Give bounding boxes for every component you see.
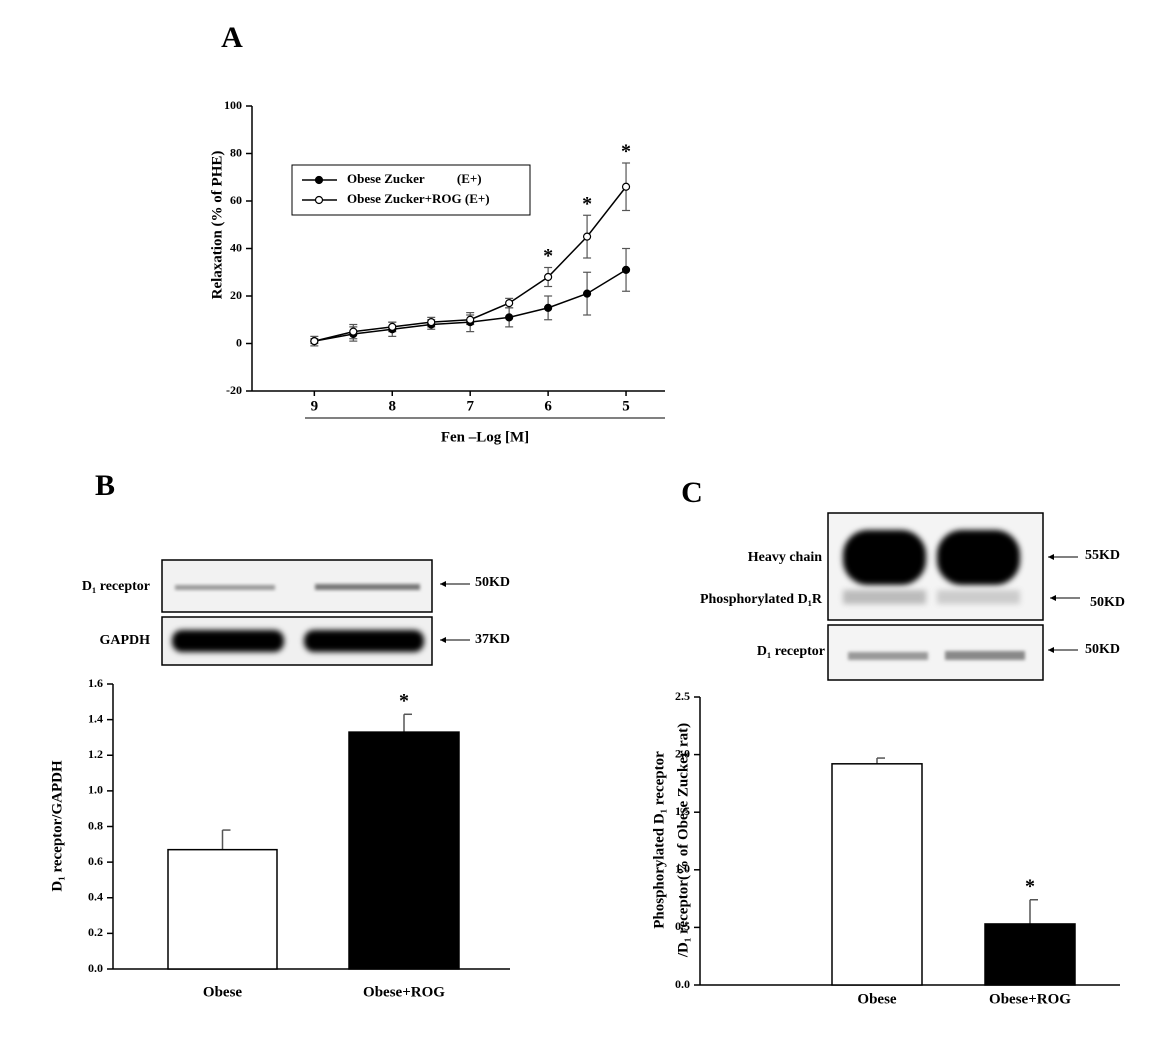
blot-size: 50KD bbox=[1090, 595, 1125, 610]
y-tick-label: 0.2 bbox=[88, 925, 103, 939]
significance: * bbox=[621, 141, 631, 163]
y-tick-label: 1.5 bbox=[675, 804, 690, 818]
x-tick-label: 7 bbox=[466, 398, 474, 414]
error-bar bbox=[876, 757, 885, 764]
bar bbox=[348, 731, 460, 970]
band bbox=[175, 585, 275, 590]
x-tick-label: Obese bbox=[857, 991, 897, 1007]
y-tick-label: 100 bbox=[224, 98, 242, 112]
point bbox=[388, 322, 397, 331]
x-tick-label: Obese+ROG bbox=[363, 984, 445, 1000]
x-tick-label: 5 bbox=[622, 398, 630, 414]
blot-label: GAPDH bbox=[99, 633, 150, 648]
y-tick-label: 2.5 bbox=[675, 689, 690, 703]
point bbox=[427, 318, 436, 327]
arrow-head bbox=[1050, 595, 1056, 601]
band bbox=[172, 630, 284, 652]
error-bar bbox=[221, 829, 231, 850]
y-tick-label: 20 bbox=[230, 288, 242, 302]
y-tick-label: 60 bbox=[230, 193, 242, 207]
blot-size: 50KD bbox=[475, 575, 510, 590]
point bbox=[582, 289, 592, 298]
arrow-head bbox=[1048, 554, 1054, 560]
blot-size: 37KD bbox=[475, 632, 510, 647]
y-tick-label: 0.4 bbox=[88, 890, 103, 904]
y-tick-label: 40 bbox=[230, 240, 242, 254]
band bbox=[843, 590, 926, 604]
y-axis-label: /D₁ receptor(% of Obese Zucker rat) bbox=[675, 723, 691, 958]
point bbox=[310, 337, 319, 346]
point bbox=[505, 313, 514, 322]
band bbox=[304, 630, 424, 652]
point bbox=[544, 272, 553, 282]
bar bbox=[167, 848, 278, 970]
bar bbox=[984, 923, 1076, 986]
panel-label: B bbox=[95, 469, 115, 502]
y-tick-label: 1.6 bbox=[88, 676, 103, 690]
y-axis-label: Phosphorylated D₁ receptor bbox=[651, 751, 667, 929]
band bbox=[937, 530, 1020, 585]
x-axis-label: Fen –Log [M] bbox=[441, 429, 529, 445]
y-tick-label: 1.2 bbox=[88, 747, 103, 761]
band bbox=[848, 652, 928, 660]
blot-label: Heavy chain bbox=[748, 550, 822, 565]
legend-label: Obese Zucker+ROG (E+) bbox=[347, 191, 490, 206]
arrow-head bbox=[440, 581, 446, 587]
band bbox=[945, 651, 1025, 660]
arrow-head bbox=[1048, 647, 1054, 653]
significance: * bbox=[399, 690, 409, 712]
blot-size: 55KD bbox=[1085, 548, 1120, 563]
y-tick-label: 0.6 bbox=[88, 854, 103, 868]
band bbox=[315, 584, 420, 590]
y-tick-label: 0.0 bbox=[675, 977, 690, 991]
y-axis-label: D₁ receptor/GAPDH bbox=[49, 760, 65, 892]
band bbox=[843, 530, 926, 585]
significance: * bbox=[1025, 875, 1035, 897]
blot-b: D₁ receptor GAPDH 50KD 37KD bbox=[82, 559, 510, 666]
y-tick-label: 0.8 bbox=[88, 818, 103, 832]
legend-label: Obese Zucker (E+) bbox=[347, 171, 482, 186]
x-tick-label: Obese+ROG bbox=[989, 991, 1071, 1007]
x-tick-label: 9 bbox=[311, 398, 319, 414]
x-tick-label: 8 bbox=[389, 398, 397, 414]
panel-label: A bbox=[221, 21, 243, 54]
y-axis-label: Relaxation (% of PHE) bbox=[209, 151, 225, 300]
y-tick-label: 1.0 bbox=[675, 862, 690, 876]
point bbox=[505, 299, 514, 308]
error-bar bbox=[403, 713, 412, 733]
blot-label: Phosphorylated D₁R bbox=[700, 592, 823, 607]
y-tick-label: 0.5 bbox=[675, 919, 690, 933]
error-bar bbox=[1029, 899, 1038, 924]
y-tick-label: 80 bbox=[230, 145, 242, 159]
y-tick-label: 0 bbox=[236, 335, 242, 349]
legend-frame bbox=[291, 164, 531, 216]
point bbox=[621, 265, 631, 274]
y-tick-label: -20 bbox=[226, 383, 242, 397]
blot-c: Heavy chain Phosphorylated D₁R D₁ recept… bbox=[700, 512, 1125, 681]
legend-marker bbox=[314, 175, 324, 185]
arrow-head bbox=[440, 637, 446, 643]
y-tick-label: 1.4 bbox=[88, 711, 103, 725]
x-tick-label: 6 bbox=[544, 398, 552, 414]
blot-label: D₁ receptor bbox=[82, 579, 150, 594]
blot-label: D₁ receptor bbox=[757, 644, 825, 659]
point bbox=[582, 232, 592, 241]
y-tick-label: 1.0 bbox=[88, 783, 103, 797]
bar bbox=[831, 763, 923, 986]
point bbox=[544, 303, 553, 312]
significance: * bbox=[582, 193, 592, 215]
y-tick-label: 0.0 bbox=[88, 961, 103, 975]
point bbox=[466, 315, 475, 324]
point bbox=[621, 182, 631, 191]
legend-marker bbox=[314, 195, 324, 205]
significance: * bbox=[543, 245, 553, 267]
blot-size: 50KD bbox=[1085, 642, 1120, 657]
y-tick-label: 2.0 bbox=[675, 746, 690, 760]
panel-label: C bbox=[681, 476, 703, 509]
point bbox=[349, 327, 358, 336]
band bbox=[937, 590, 1020, 604]
x-tick-label: Obese bbox=[203, 984, 243, 1000]
